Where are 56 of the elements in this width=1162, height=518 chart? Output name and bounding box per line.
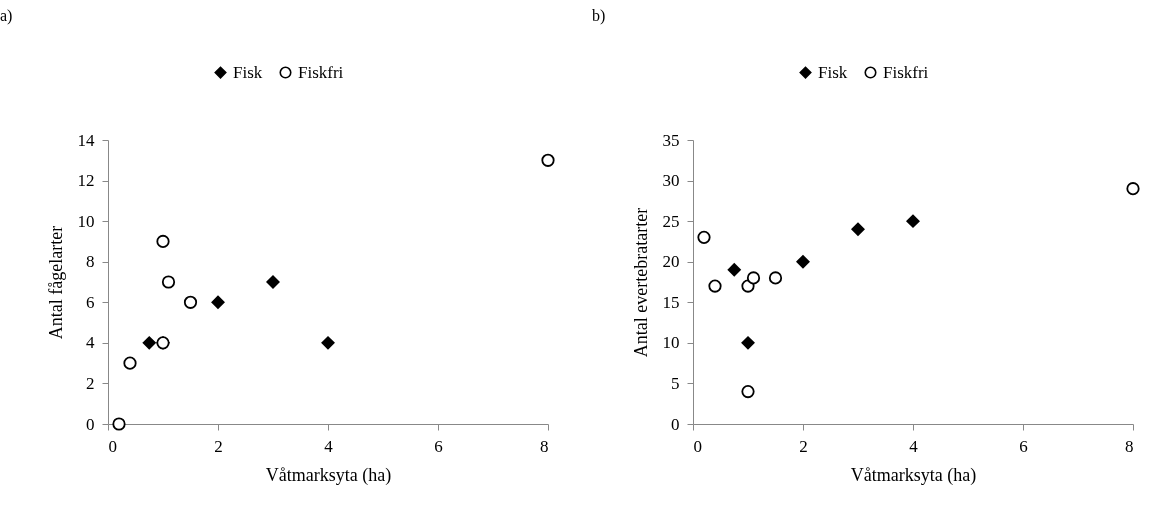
legend-label: Fiskfri — [298, 62, 344, 82]
x-tick-label: 8 — [540, 436, 549, 456]
y-tick-label: 10 — [662, 333, 680, 353]
y-tick-label: 15 — [662, 292, 680, 312]
point — [768, 271, 783, 285]
y-tick-label: 25 — [662, 211, 680, 231]
point — [123, 356, 137, 370]
y-tick-label: 12 — [77, 171, 95, 191]
point — [211, 295, 225, 309]
point — [708, 279, 722, 293]
y-tick-label: 20 — [662, 252, 680, 272]
point — [741, 336, 755, 350]
x-tick-label: 0 — [693, 436, 702, 456]
point — [727, 263, 741, 277]
y-tick-label: 8 — [86, 252, 95, 272]
y-axis-title: Antal evertebratarter — [630, 207, 651, 358]
y-tick-label: 0 — [671, 414, 680, 434]
point — [161, 275, 176, 289]
point — [183, 295, 198, 309]
x-tick-label: 4 — [909, 436, 919, 456]
y-tick-label: 5 — [671, 373, 680, 393]
legend-label: Fisk — [818, 62, 848, 82]
legend-label: Fisk — [233, 62, 263, 82]
point — [541, 153, 555, 167]
point — [321, 336, 335, 350]
chart-title: b) — [592, 7, 606, 25]
x-tick-label: 0 — [108, 436, 117, 456]
y-tick-label: 2 — [86, 373, 95, 393]
point — [697, 230, 711, 244]
y-tick-label: 6 — [86, 292, 95, 312]
x-tick-label: 8 — [1125, 436, 1134, 456]
point — [142, 336, 156, 350]
y-tick-label: 14 — [77, 130, 95, 150]
y-tick-label: 30 — [662, 171, 680, 191]
chart-title: a) — [0, 7, 13, 25]
y-tick-label: 4 — [86, 333, 95, 353]
legend-label: Fiskfri — [883, 62, 929, 82]
y-axis-title: Antal fågelarter — [45, 225, 66, 340]
point — [741, 384, 755, 399]
point — [156, 234, 170, 249]
x-axis-title: Våtmarksyta (ha) — [850, 464, 977, 486]
x-tick-label: 4 — [324, 436, 334, 456]
y-tick-label: 35 — [662, 130, 680, 150]
x-tick-label: 6 — [1019, 436, 1028, 456]
x-tick-label: 2 — [799, 436, 808, 456]
y-tick-label: 10 — [77, 211, 95, 231]
point — [906, 214, 920, 228]
point — [746, 271, 761, 285]
point — [112, 417, 126, 431]
x-tick-label: 2 — [214, 436, 223, 456]
point — [796, 255, 810, 269]
x-axis-title: Våtmarksyta (ha) — [265, 464, 392, 486]
x-tick-label: 6 — [434, 436, 443, 456]
point — [851, 222, 865, 236]
y-tick-label: 0 — [86, 414, 95, 434]
point — [1126, 182, 1140, 196]
